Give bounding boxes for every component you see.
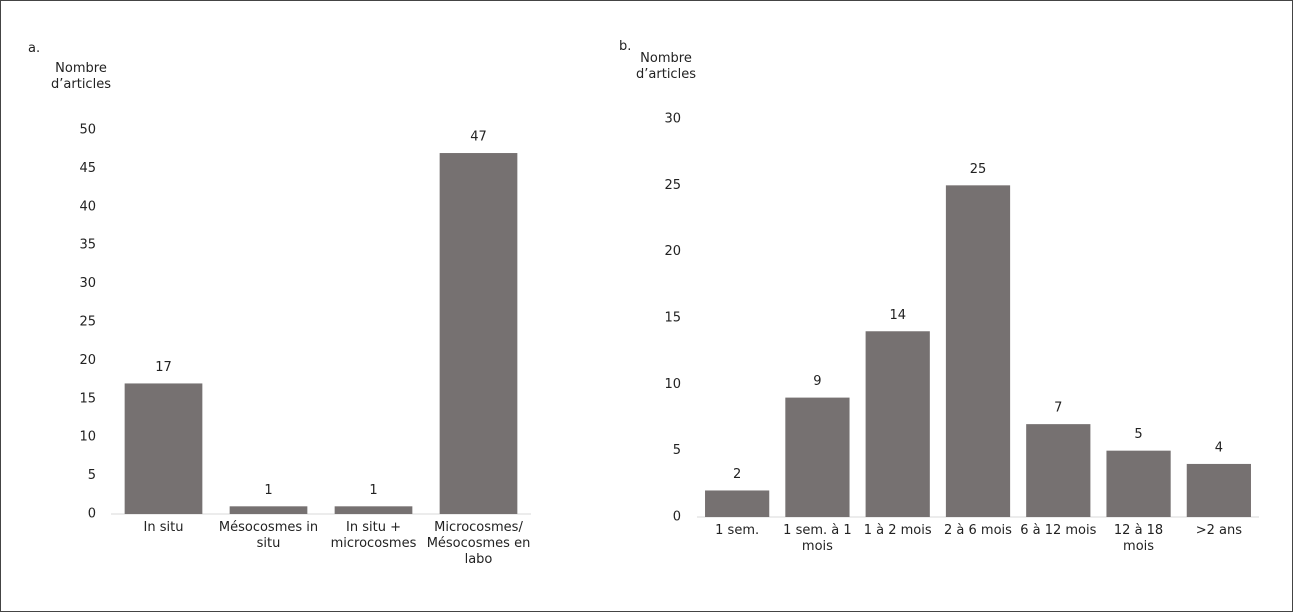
bar xyxy=(1026,424,1091,517)
x-tick-label: 1 à 2 mois xyxy=(863,523,932,538)
value-label: 25 xyxy=(970,162,987,177)
y-tick-label: 0 xyxy=(88,507,96,522)
y-tick-label: 35 xyxy=(79,238,96,253)
x-tick-label: 12 à 18 mois xyxy=(1113,523,1164,554)
y-tick-label: 45 xyxy=(79,161,96,176)
value-label: 4 xyxy=(1215,440,1223,455)
x-tick-label: 6 à 12 mois xyxy=(1020,523,1097,538)
y-tick-label: 30 xyxy=(664,112,681,127)
y-tick-label: 25 xyxy=(79,315,96,330)
panel-label: b. xyxy=(619,39,632,54)
bar xyxy=(945,185,1011,518)
value-label: 9 xyxy=(813,374,821,389)
y-tick-label: 20 xyxy=(664,244,681,259)
bar xyxy=(785,397,850,517)
panel-label: a. xyxy=(28,41,41,56)
value-label: 2 xyxy=(733,467,741,482)
bar xyxy=(1186,463,1251,517)
value-label: 5 xyxy=(1134,427,1142,442)
y-tick-label: 10 xyxy=(664,377,681,392)
bar xyxy=(865,331,930,517)
bar xyxy=(229,506,308,514)
bar xyxy=(1106,450,1171,517)
y-tick-label: 30 xyxy=(79,276,96,291)
y-tick-label: 15 xyxy=(79,391,96,406)
x-tick-label: In situ + microcosmes xyxy=(330,520,417,551)
y-tick-label: 25 xyxy=(664,178,681,193)
y-tick-label: 5 xyxy=(88,468,96,483)
x-tick-label: 2 à 6 mois xyxy=(944,523,1012,538)
value-label: 7 xyxy=(1054,401,1062,416)
y-axis-title: Nombre d’articles xyxy=(636,51,696,82)
y-tick-label: 10 xyxy=(79,430,96,445)
y-tick-label: 15 xyxy=(664,311,681,326)
bar xyxy=(124,383,203,514)
y-tick-label: 50 xyxy=(79,123,96,138)
y-tick-label: 0 xyxy=(673,510,681,525)
value-label: 14 xyxy=(889,308,906,323)
x-tick-label: 1 sem. à 1 mois xyxy=(783,523,852,554)
value-label: 47 xyxy=(470,130,487,145)
bar xyxy=(439,153,518,515)
value-label: 17 xyxy=(155,360,172,375)
value-label: 1 xyxy=(264,483,272,498)
x-tick-label: Microcosmes/ Mésocosmes en labo xyxy=(426,520,531,567)
x-tick-label: Mésocosmes in situ xyxy=(218,520,319,551)
x-tick-label: >2 ans xyxy=(1195,523,1242,538)
value-label: 1 xyxy=(369,483,377,498)
x-tick-label: 1 sem. xyxy=(715,523,760,538)
y-axis-title: Nombre d’articles xyxy=(51,61,111,92)
x-tick-label: In situ xyxy=(143,520,184,535)
bar xyxy=(334,506,413,514)
y-tick-label: 40 xyxy=(79,199,96,214)
y-tick-label: 5 xyxy=(673,443,681,458)
bar xyxy=(705,490,770,517)
y-tick-label: 20 xyxy=(79,353,96,368)
